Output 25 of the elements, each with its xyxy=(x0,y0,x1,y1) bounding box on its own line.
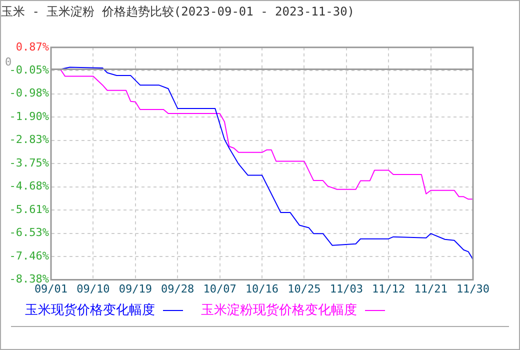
x-tick-label: 09/28 xyxy=(161,282,194,296)
x-tick-label: 11/21 xyxy=(414,282,448,296)
ref-line-label: 0 xyxy=(5,56,12,69)
chart-title: 玉米 - 玉米淀粉 价格趋势比较(2023-09-01 - 2023-11-30) xyxy=(1,4,355,18)
y-tick-label: -5.61% xyxy=(9,203,50,216)
y-tick-label: -0.05% xyxy=(9,63,50,76)
y-tick-label: -1.90% xyxy=(9,110,50,123)
y-tick-label: -4.68% xyxy=(9,180,50,193)
y-tick-label: -2.83% xyxy=(9,133,50,146)
y-tick-label: -6.53% xyxy=(9,226,50,240)
x-tick-label: 11/12 xyxy=(372,282,406,296)
legend-label: 玉米淀粉现货价格变化幅度 xyxy=(201,302,357,319)
x-tick-label: 09/19 xyxy=(118,282,152,296)
x-tick-label: 11/30 xyxy=(456,282,490,296)
x-tick-label: 09/10 xyxy=(76,282,110,296)
x-tick-label: 10/25 xyxy=(288,282,321,296)
x-tick-label: 10/16 xyxy=(245,282,279,296)
y-tick-label: -0.98% xyxy=(9,86,50,100)
y-tick-label: 0.87% xyxy=(16,40,50,54)
y-tick-label: -7.46% xyxy=(9,250,50,263)
x-tick-label: 10/07 xyxy=(203,282,236,296)
x-tick-label: 09/01 xyxy=(34,282,68,296)
y-tick-label: -3.75% xyxy=(9,156,50,170)
legend-label: 玉米现货价格变化幅度 xyxy=(25,302,155,319)
x-tick-label: 11/03 xyxy=(330,282,363,296)
